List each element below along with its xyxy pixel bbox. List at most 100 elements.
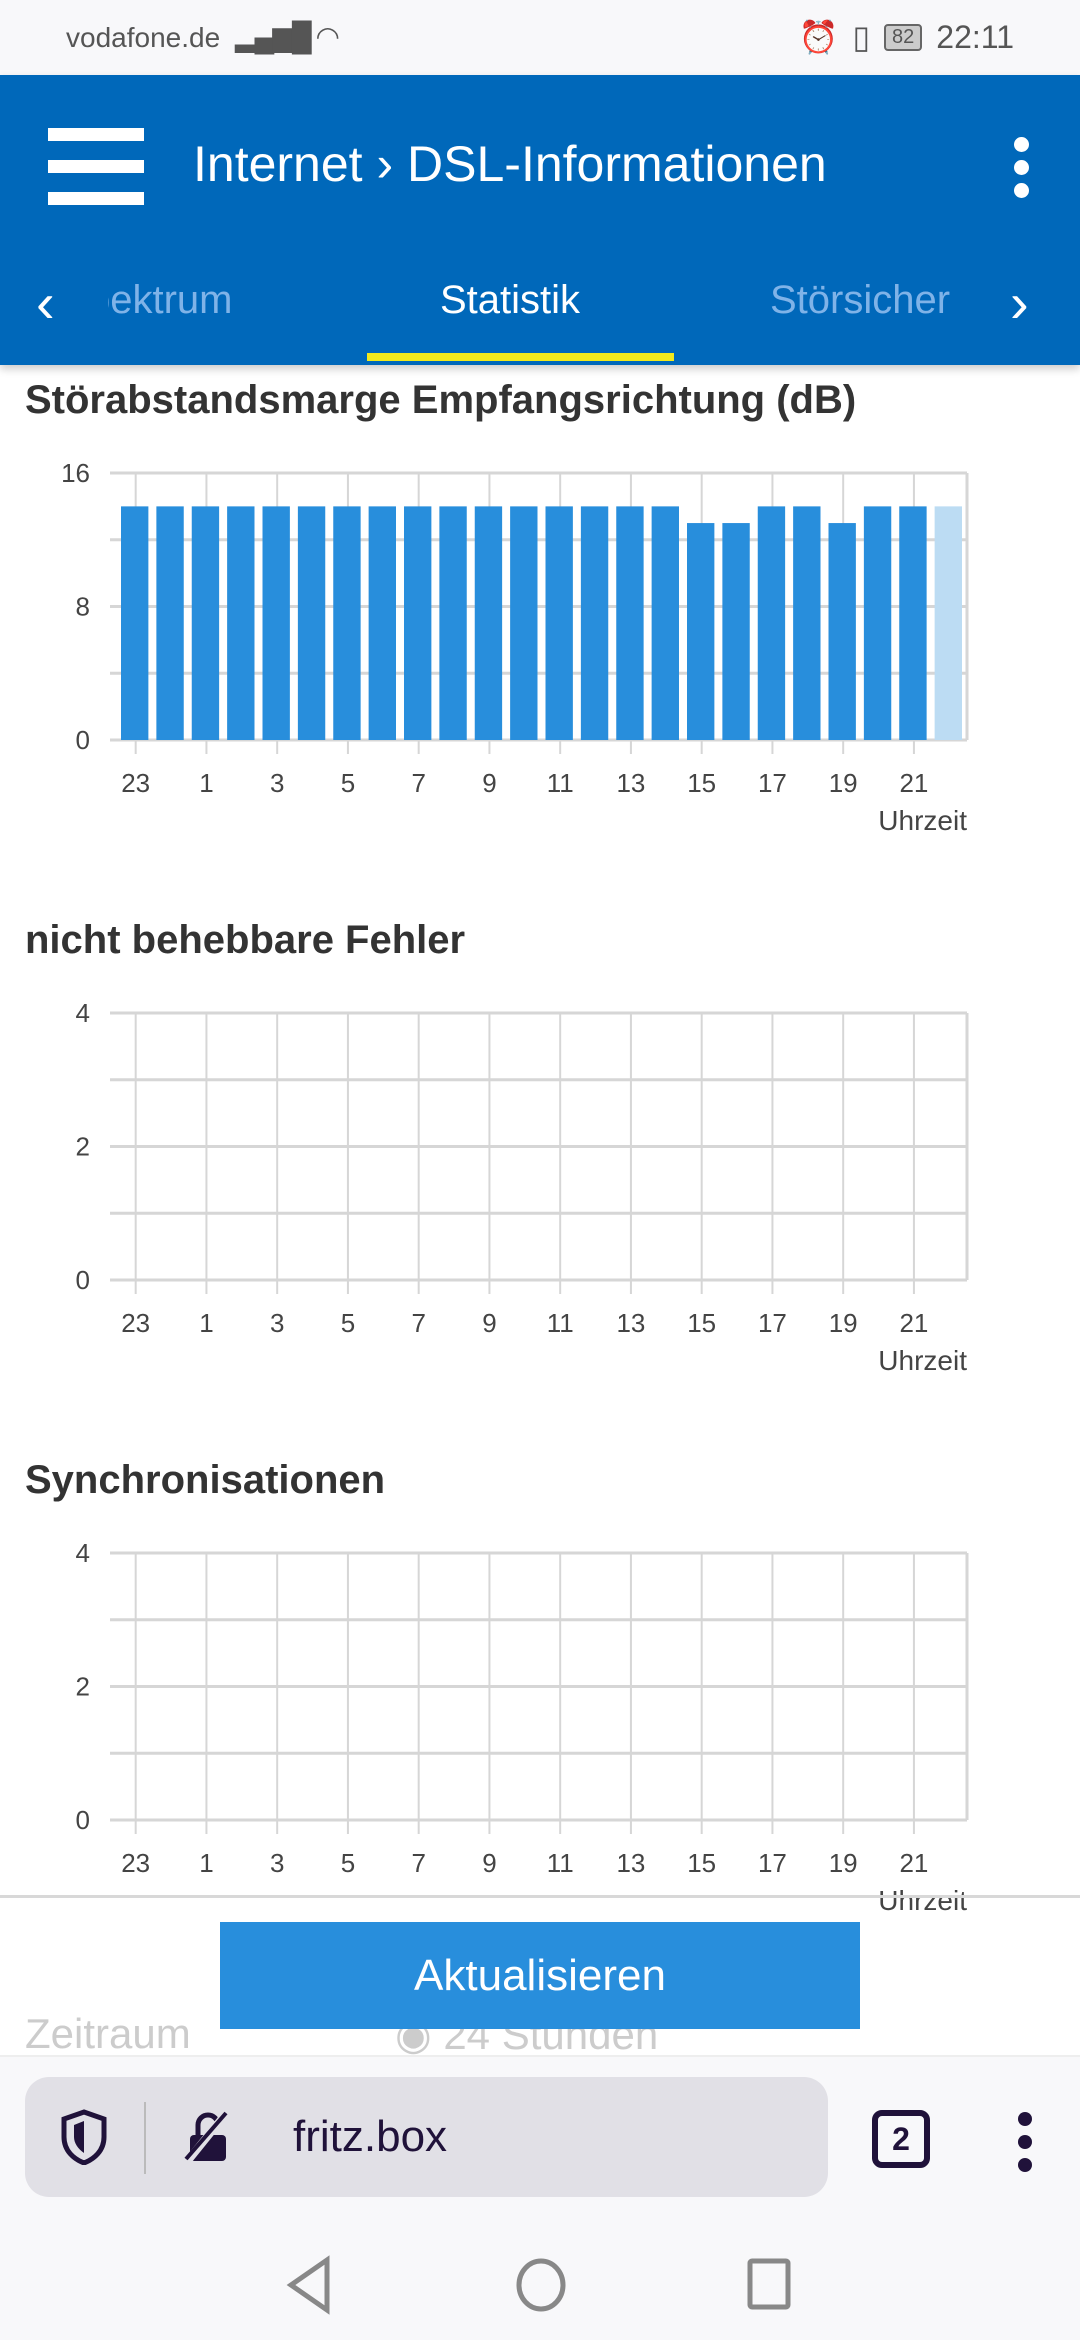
x-tick-label: 11 xyxy=(547,768,574,798)
x-axis-label: Uhrzeit xyxy=(878,805,967,836)
bar-hour-21 xyxy=(899,506,927,740)
x-axis-label: Uhrzeit xyxy=(878,1345,967,1376)
breadcrumb-current: DSL-Informationen xyxy=(407,136,827,192)
browser-toolbar: fritz.box 2 xyxy=(0,2055,1080,2340)
x-tick-label: 3 xyxy=(270,768,284,798)
x-tick-label: 23 xyxy=(121,768,150,798)
bar-hour-14 xyxy=(651,506,679,740)
tab-counter-button[interactable]: 2 xyxy=(872,2110,930,2168)
x-tick-label: 13 xyxy=(616,768,645,798)
chart-uncorrectable-errors: 23 1 3 5 7 9 11 13 15 17 19 21 0 2 4 Uhrzeit xyxy=(0,995,1080,1395)
refresh-button[interactable]: Aktualisieren xyxy=(220,1922,860,2029)
section-title-errors: nicht behebbare Fehler xyxy=(25,918,466,962)
x-tick-label: 21 xyxy=(899,1308,928,1338)
browser-menu-icon[interactable] xyxy=(1018,2112,1032,2181)
url-text[interactable]: fritz.box xyxy=(293,2112,448,2161)
y-tick-label: 4 xyxy=(76,1538,90,1568)
tab-scroll-right-icon[interactable]: › xyxy=(1010,271,1029,334)
bar-hour-4 xyxy=(297,506,326,740)
x-tick-label: 9 xyxy=(482,1308,496,1338)
bar-hour-22 xyxy=(934,506,962,740)
y-tick-label: 2 xyxy=(76,1672,90,1702)
y-tick-label: 16 xyxy=(61,458,90,488)
bar-hour-1 xyxy=(191,506,220,740)
bar-hour-12 xyxy=(580,506,609,740)
bar-hour-13 xyxy=(616,506,644,740)
x-tick-label: 7 xyxy=(411,1308,425,1338)
divider xyxy=(0,1895,1080,1898)
tracking-protection-shield-icon[interactable] xyxy=(60,2109,108,2165)
y-tick-label: 0 xyxy=(76,725,90,755)
app-header: Internet › DSL-Informationen ‹ pektrum S… xyxy=(0,75,1080,365)
more-options-icon[interactable] xyxy=(1014,137,1030,206)
x-tick-label: 1 xyxy=(199,768,213,798)
bar-hour-8 xyxy=(439,506,467,740)
x-tick-label: 17 xyxy=(758,1308,787,1338)
url-separator xyxy=(144,2102,146,2174)
battery-icon: 82 xyxy=(884,23,923,51)
chart-snr-margin: 23 1 3 5 7 9 11 13 15 17 19 21 0 8 16 Uhrzeit xyxy=(0,455,1080,855)
x-tick-label: 15 xyxy=(687,1308,716,1338)
bar-hour-0 xyxy=(156,506,184,740)
bar-hour-17 xyxy=(757,506,786,740)
bar-hour-20 xyxy=(863,506,892,740)
bar-hour-10 xyxy=(510,506,538,740)
bar-hour-16 xyxy=(722,523,750,740)
bar-hour-18 xyxy=(793,506,821,740)
breadcrumb-parent[interactable]: Internet xyxy=(193,136,363,192)
tab-spektrum[interactable]: pektrum xyxy=(108,278,233,322)
vibrate-icon: ▯ xyxy=(852,19,871,55)
x-tick-label: 5 xyxy=(341,1308,355,1338)
alarm-icon: ⏰ xyxy=(798,19,839,55)
x-tick-label: 1 xyxy=(199,1848,213,1878)
active-tab-indicator xyxy=(367,353,674,361)
x-tick-label: 9 xyxy=(482,1848,496,1878)
breadcrumb-separator-icon: › xyxy=(376,136,394,192)
x-tick-label: 7 xyxy=(411,1848,425,1878)
tab-statistik[interactable]: Statistik xyxy=(440,278,581,322)
nav-home-icon[interactable] xyxy=(515,2255,567,2315)
x-tick-label: 3 xyxy=(270,1308,284,1338)
nav-recents-icon[interactable] xyxy=(745,2255,795,2315)
x-tick-label: 7 xyxy=(411,768,425,798)
x-tick-label: 21 xyxy=(899,1848,928,1878)
bar-hour-9 xyxy=(474,506,503,740)
tab-scroll-left-icon[interactable]: ‹ xyxy=(36,271,55,334)
y-tick-label: 8 xyxy=(76,592,90,622)
y-tick-label: 0 xyxy=(76,1805,90,1835)
tab-stoersicherheit[interactable]: Störsicher xyxy=(770,278,951,322)
bar-hour-3 xyxy=(262,506,290,740)
carrier-label: vodafone.de xyxy=(66,22,221,53)
bar-hour-5 xyxy=(333,506,361,740)
x-tick-label: 11 xyxy=(547,1848,574,1878)
x-tick-label: 17 xyxy=(758,768,787,798)
x-tick-label: 23 xyxy=(121,1848,150,1878)
x-tick-label: 21 xyxy=(899,768,928,798)
x-tick-label: 23 xyxy=(121,1308,150,1338)
x-tick-label: 11 xyxy=(547,1308,574,1338)
bar-hour-15 xyxy=(687,523,715,740)
nav-back-icon[interactable] xyxy=(285,2255,335,2315)
signal-icon: ▂▄▆█ ◠ xyxy=(235,21,340,52)
x-tick-label: 19 xyxy=(829,1848,858,1878)
y-tick-label: 4 xyxy=(76,998,90,1028)
section-title-syncs: Synchronisationen xyxy=(25,1458,386,1502)
x-tick-label: 5 xyxy=(341,1848,355,1878)
clock: 22:11 xyxy=(936,18,1014,55)
breadcrumb: Internet › DSL-Informationen xyxy=(193,135,827,193)
x-tick-label: 19 xyxy=(829,1308,858,1338)
x-tick-label: 3 xyxy=(270,1848,284,1878)
x-tick-label: 15 xyxy=(687,768,716,798)
y-tick-label: 0 xyxy=(76,1265,90,1295)
x-tick-label: 19 xyxy=(829,768,858,798)
y-tick-label: 2 xyxy=(76,1132,90,1162)
hamburger-menu-icon[interactable] xyxy=(48,128,144,205)
x-tick-label: 1 xyxy=(199,1308,213,1338)
insecure-lock-icon[interactable] xyxy=(180,2109,236,2165)
url-bar[interactable]: fritz.box xyxy=(25,2077,828,2197)
section-title-snr: Störabstandsmarge Empfangsrichtung (dB) xyxy=(25,378,857,422)
x-tick-label: 13 xyxy=(616,1848,645,1878)
status-bar: vodafone.de ▂▄▆█ ◠ ⏰ ▯ 82 22:11 xyxy=(0,0,1080,75)
bar-hour-6 xyxy=(368,506,396,740)
bar-hour-11 xyxy=(545,506,573,740)
